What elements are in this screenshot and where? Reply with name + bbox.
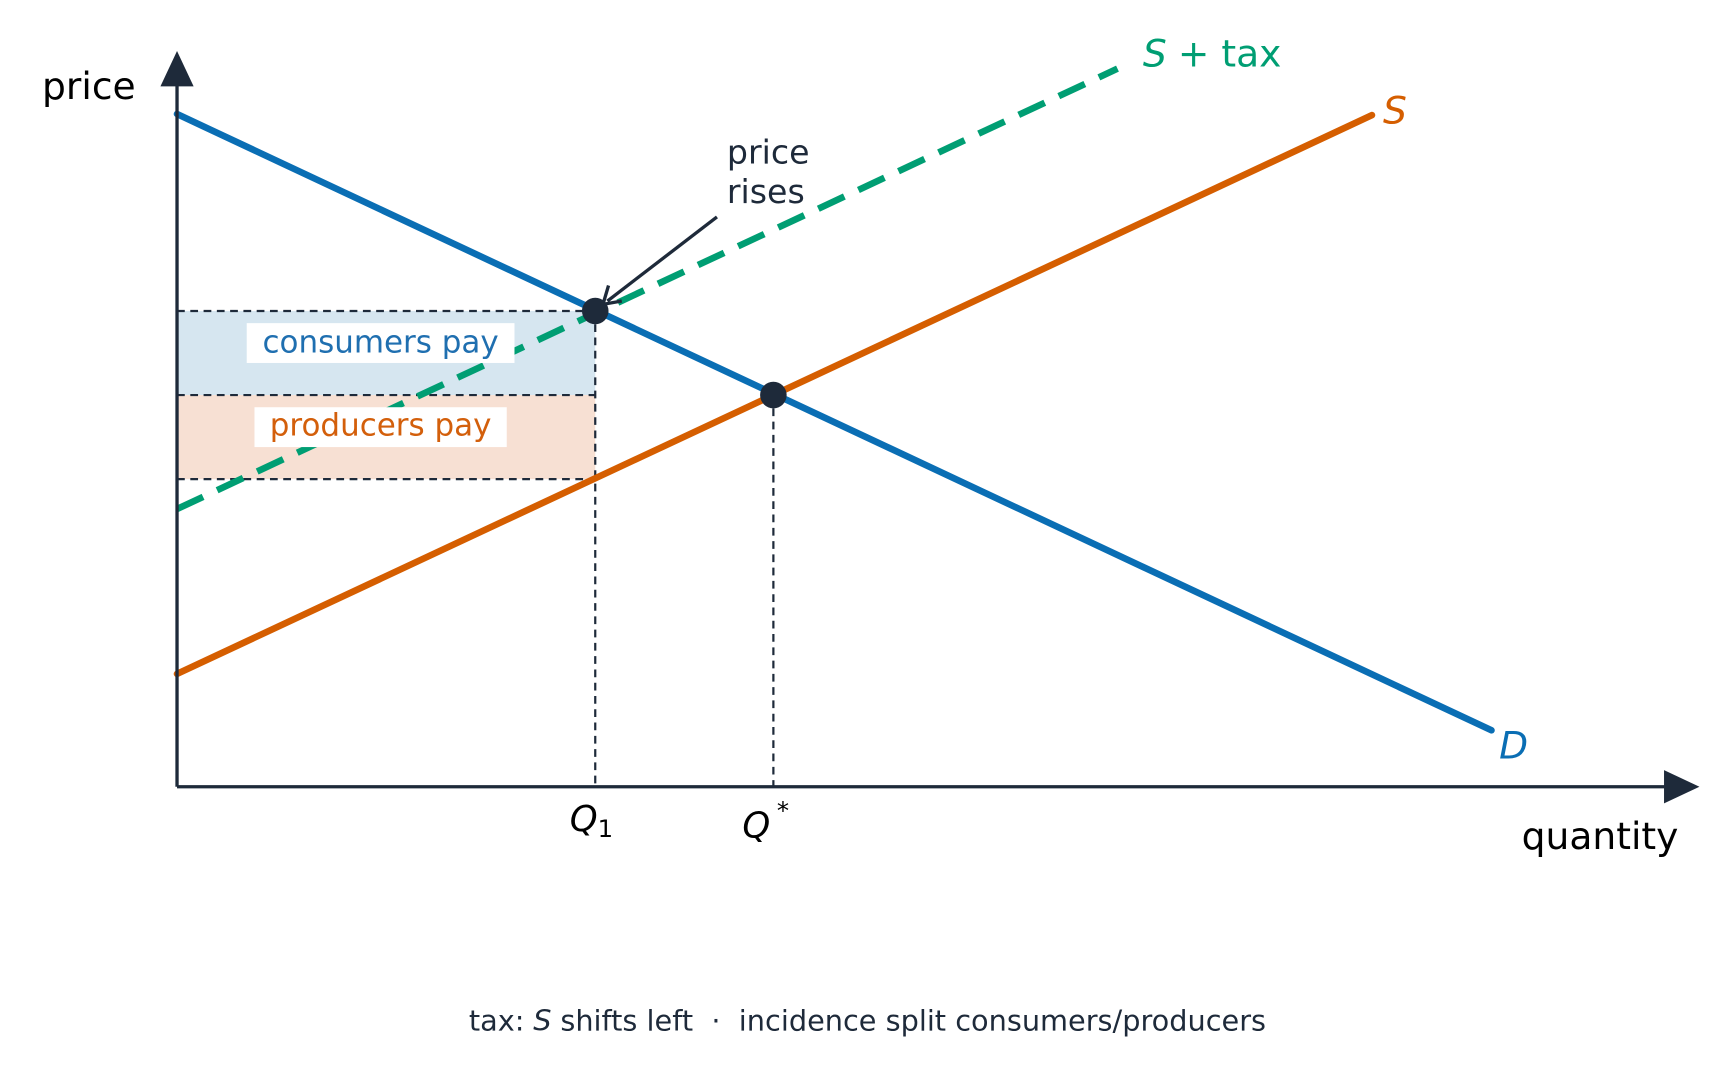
y-axis-arrow	[160, 50, 194, 87]
guides	[177, 309, 775, 787]
equilibrium-point	[760, 381, 787, 409]
curve-suffix: + tax	[1178, 31, 1282, 75]
q1-label: Q1	[570, 799, 613, 843]
q-letter: Q	[570, 799, 598, 840]
tax-supply-curve	[175, 65, 1119, 513]
qstar-label: Q *	[742, 796, 789, 846]
tax-supply-label: S + tax	[1143, 31, 1281, 75]
demand-label: D	[1499, 724, 1528, 768]
q-superscript: *	[777, 796, 789, 825]
supply-label: S	[1383, 88, 1407, 132]
q-subscript: 1	[598, 814, 613, 843]
label-background	[254, 407, 507, 448]
annotation-arrowhead	[600, 285, 623, 307]
annotation-line: price	[727, 132, 810, 171]
y-axis-label: price	[42, 64, 136, 108]
label-background	[246, 323, 515, 363]
annotation-line: rises	[727, 172, 805, 211]
x-axis-arrow	[1664, 770, 1700, 804]
x-axis-label: quantity	[1522, 814, 1679, 858]
q-letter: Q	[742, 806, 770, 847]
curve-letter: S	[1143, 31, 1167, 75]
producers-pay-label: producers pay	[270, 408, 492, 444]
demand-curve	[173, 110, 1495, 734]
caption-part: shifts left · incidence split consumers/…	[560, 1003, 1266, 1037]
caption-part: tax:	[469, 1003, 525, 1037]
consumers-pay-label: consumers pay	[262, 325, 498, 361]
annotation-arrow	[606, 215, 718, 303]
caption-letter: S	[533, 1003, 551, 1037]
